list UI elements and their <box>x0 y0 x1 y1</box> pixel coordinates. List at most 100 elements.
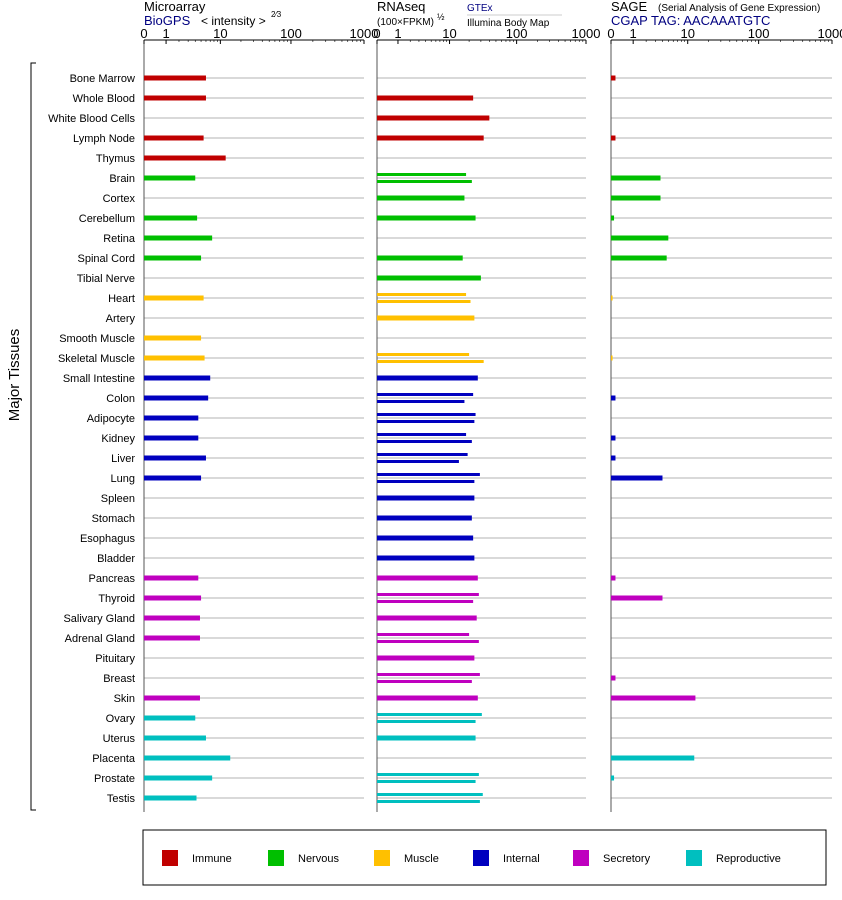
bar <box>611 135 616 141</box>
legend-label: Immune <box>192 853 232 865</box>
bar <box>377 420 475 423</box>
bar <box>144 335 202 341</box>
bar <box>377 793 483 796</box>
legend-swatch <box>268 850 284 866</box>
bar <box>377 453 468 456</box>
tissue-label: Spinal Cord <box>78 253 135 265</box>
bar <box>144 635 200 641</box>
bar <box>377 195 465 201</box>
bar <box>611 775 615 781</box>
bar <box>144 295 204 301</box>
bar <box>144 735 206 741</box>
bar <box>144 255 202 261</box>
bar <box>611 75 616 81</box>
bar <box>611 215 615 221</box>
bar <box>377 180 472 183</box>
tissue-label: Whole Blood <box>73 93 135 105</box>
bar <box>611 195 661 201</box>
bar <box>611 595 663 601</box>
bar <box>377 655 475 661</box>
tissue-label: Testis <box>107 793 136 805</box>
bar <box>377 413 476 416</box>
tissue-label: Liver <box>111 453 135 465</box>
x-tick-label: 100 <box>280 26 302 41</box>
bar <box>144 175 196 181</box>
x-tick-label: 10 <box>680 26 694 41</box>
bar <box>377 640 479 643</box>
bar <box>377 433 467 436</box>
bar <box>144 215 198 221</box>
legend-swatch <box>573 850 589 866</box>
bar <box>611 675 616 681</box>
tissue-label: Spleen <box>101 493 135 505</box>
tissue-label: Stomach <box>92 513 135 525</box>
bar <box>611 175 661 181</box>
bar <box>611 355 613 361</box>
tissue-label: Thyroid <box>98 593 135 605</box>
bar <box>377 473 480 476</box>
tissue-label: Salivary Gland <box>63 613 135 625</box>
bar <box>611 255 667 261</box>
bar <box>377 515 472 521</box>
legend-swatch <box>473 850 489 866</box>
bar <box>377 593 479 596</box>
bar <box>377 115 490 121</box>
bar <box>377 353 470 356</box>
sage-subtitle: (Serial Analysis of Gene Expression) <box>658 3 820 14</box>
bar <box>144 415 199 421</box>
x-tick-label: 0 <box>607 26 614 41</box>
bar <box>144 795 197 801</box>
microarray-source: BioGPS <box>144 13 191 28</box>
bar <box>377 135 484 141</box>
bar <box>377 400 465 403</box>
bar <box>144 155 226 161</box>
bar <box>611 575 616 581</box>
rnaseq-source-ibm: Illumina Body Map <box>467 18 550 29</box>
rnaseq-scale-label: (100×FPKM) <box>377 17 434 28</box>
bar <box>377 440 472 443</box>
bar <box>377 600 474 603</box>
category-labels: Bone Marrow Whole Blood White Blood Cells L… <box>48 73 136 805</box>
tissue-label: Tibial Nerve <box>77 273 135 285</box>
x-tick-label: 100 <box>506 26 528 41</box>
bar <box>377 615 477 621</box>
bar <box>144 475 202 481</box>
bar <box>377 735 476 741</box>
bar <box>377 800 480 803</box>
tissue-label: Heart <box>108 293 135 305</box>
bar <box>377 720 476 723</box>
tissue-label: Cerebellum <box>79 213 135 225</box>
bar <box>611 475 663 481</box>
tissue-label: Lymph Node <box>73 133 135 145</box>
tissue-label: Retina <box>103 233 136 245</box>
tissue-label: White Blood Cells <box>48 113 135 125</box>
bar <box>377 575 478 581</box>
legend-label: Secretory <box>603 853 651 865</box>
x-tick-label: 10 <box>442 26 456 41</box>
grid-layer <box>144 77 832 799</box>
bar <box>611 755 695 761</box>
tissue-label: Colon <box>106 393 135 405</box>
bar <box>377 315 475 321</box>
rnaseq-source-gtex: GTEx <box>467 3 493 14</box>
tissue-label: Cortex <box>103 193 136 205</box>
microarray-scale-exp: 2⁄3 <box>271 10 282 19</box>
tissue-label: Esophagus <box>80 533 136 545</box>
tissue-label: Breast <box>103 673 135 685</box>
x-tick-label: 100 <box>748 26 770 41</box>
bar <box>377 95 474 101</box>
bar <box>377 255 463 261</box>
bar <box>377 293 467 296</box>
bar <box>377 773 479 776</box>
legend-label: Nervous <box>298 853 339 865</box>
x-tick-label: 1 <box>630 26 637 41</box>
tissue-label: Small Intestine <box>63 373 135 385</box>
bar <box>611 695 696 701</box>
bar <box>377 275 481 281</box>
bars-layer <box>144 75 696 803</box>
bar <box>611 455 616 461</box>
legend-swatch <box>374 850 390 866</box>
bar <box>377 680 472 683</box>
bar <box>144 95 206 101</box>
tissue-label: Artery <box>106 313 136 325</box>
